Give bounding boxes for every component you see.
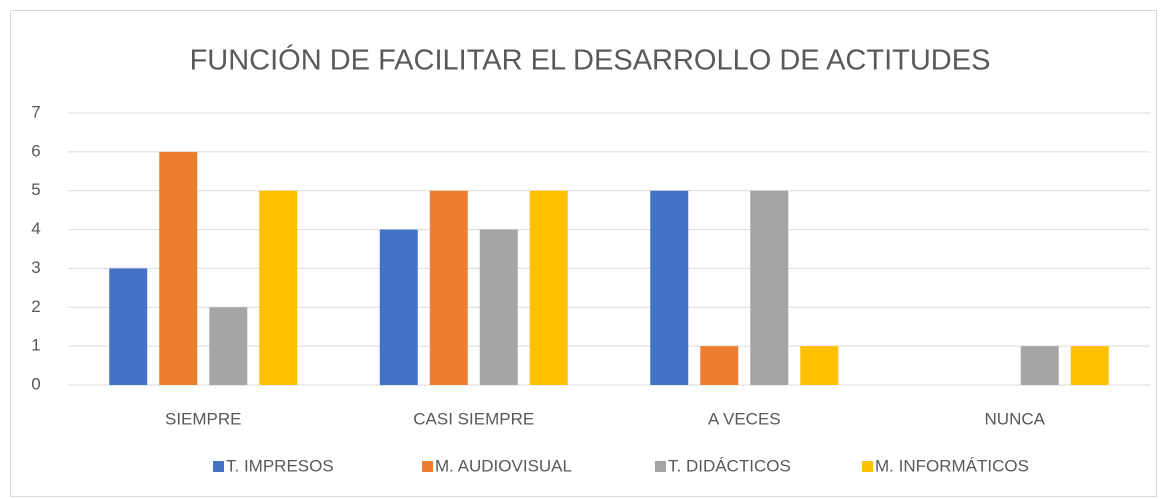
bar	[429, 190, 468, 385]
bar	[109, 268, 148, 385]
x-tick-label: A VECES	[708, 409, 781, 428]
x-tick-label: NUNCA	[985, 409, 1046, 428]
chart-border	[10, 10, 1157, 497]
bar	[1070, 346, 1109, 385]
y-tick-label: 1	[31, 336, 40, 355]
legend-swatch	[655, 461, 666, 472]
legend-label: M. AUDIOVISUAL	[435, 456, 572, 475]
legend-swatch	[213, 461, 224, 472]
y-tick-label: 6	[31, 141, 40, 160]
bar	[479, 229, 518, 385]
y-tick-label: 3	[31, 258, 40, 277]
y-tick-label: 7	[31, 102, 40, 121]
legend-label: T. DIDÁCTICOS	[668, 456, 791, 475]
legend-swatch	[862, 461, 873, 472]
y-tick-label: 0	[31, 374, 40, 393]
bar	[700, 346, 739, 385]
bar	[379, 229, 418, 385]
bar	[750, 190, 789, 385]
bar	[1020, 346, 1059, 385]
chart-title: FUNCIÓN DE FACILITAR EL DESARROLLO DE AC…	[190, 44, 991, 77]
bar	[650, 190, 689, 385]
bar	[259, 190, 298, 385]
bar	[800, 346, 839, 385]
y-tick-label: 5	[31, 180, 40, 199]
bar	[529, 190, 568, 385]
legend-label: T. IMPRESOS	[226, 456, 334, 475]
x-tick-label: SIEMPRE	[165, 409, 242, 428]
legend-swatch	[422, 461, 433, 472]
bar	[209, 307, 248, 385]
y-tick-label: 4	[31, 219, 40, 238]
x-tick-label: CASI SIEMPRE	[413, 409, 534, 428]
y-tick-label: 2	[31, 297, 40, 316]
legend-label: M. INFORMÁTICOS	[875, 456, 1029, 475]
bar	[159, 151, 198, 385]
